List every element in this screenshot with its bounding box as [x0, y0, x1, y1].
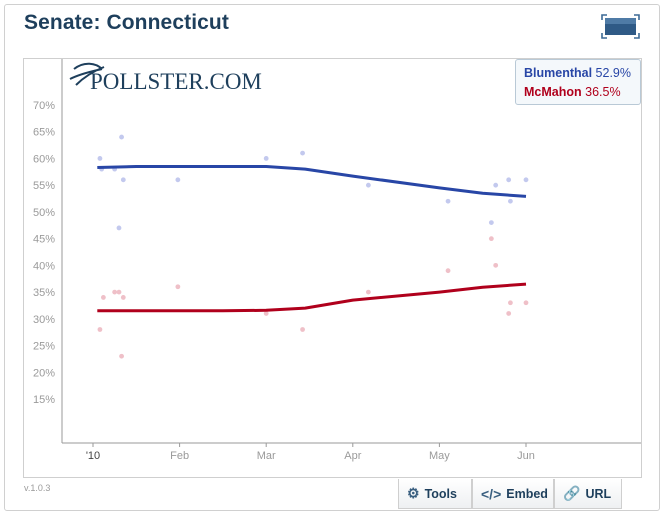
poll-point-blumenthal — [175, 177, 181, 183]
poll-point-blumenthal — [97, 156, 103, 161]
y-tick-label: 55% — [33, 180, 55, 192]
poll-point-mcmahon — [445, 268, 451, 274]
x-tick-label: Feb — [170, 450, 189, 462]
y-tick-label: 60% — [33, 153, 55, 165]
pollster-logo: POLLSTER.COM — [69, 62, 262, 94]
poll-point-mcmahon — [119, 353, 124, 359]
y-tick-label: 35% — [33, 287, 55, 299]
poll-point-mcmahon — [300, 327, 305, 332]
legend-name: Blumenthal — [524, 66, 593, 80]
trend-line-mcmahon — [97, 282, 527, 313]
url-label: URL — [585, 486, 612, 501]
x-tick-label: Apr — [344, 450, 361, 462]
poll-point-blumenthal — [493, 182, 499, 188]
poll-point-mcmahon — [508, 300, 513, 306]
poll-point-mcmahon — [523, 300, 529, 306]
x-tick-label: Jun — [517, 450, 535, 462]
poll-point-blumenthal — [365, 182, 371, 188]
poll-point-mcmahon — [263, 311, 269, 316]
poll-point-mcmahon — [100, 295, 106, 300]
poll-point-blumenthal — [116, 225, 122, 231]
chart-plot: POLLSTER.COM 15% 20% 25% 30% 35% 40% 45% 50% 55%… — [33, 59, 641, 462]
chart-area: POLLSTER.COM 15% 20% 25% 30% 35% 40% 45% 50% 55%… — [23, 58, 642, 478]
poll-point-blumenthal — [300, 150, 305, 156]
legend-value: 52.9% — [595, 66, 631, 80]
link-icon: 🔗 — [563, 485, 581, 501]
poll-point-blumenthal — [263, 156, 269, 161]
poll-point-mcmahon — [116, 289, 122, 295]
embed-button[interactable]: </> Embed — [472, 479, 554, 509]
legend-name: McMahon — [524, 85, 582, 99]
poll-point-mcmahon — [120, 295, 126, 300]
poll-point-mcmahon — [97, 327, 103, 332]
url-button[interactable]: 🔗 URL — [554, 479, 622, 509]
chart-title: Senate: Connecticut — [24, 11, 229, 34]
legend-item-blumenthal: Blumenthal 52.9% — [524, 66, 631, 80]
tools-button[interactable]: ⚙ Tools — [398, 479, 472, 509]
poll-point-blumenthal — [508, 198, 513, 204]
x-tick-label: May — [429, 450, 450, 462]
y-tick-label: 65% — [33, 127, 55, 139]
y-tick-label: 40% — [33, 260, 55, 272]
y-tick-label: 25% — [33, 341, 55, 353]
tools-label: Tools — [424, 486, 457, 501]
x-tick-label: Mar — [257, 450, 276, 462]
embed-label: Embed — [506, 486, 548, 501]
trend-line-blumenthal — [97, 165, 527, 198]
y-tick-label: 50% — [33, 207, 55, 219]
legend-item-mcmahon: McMahon 36.5% — [524, 85, 621, 99]
poll-point-mcmahon — [493, 262, 499, 268]
poll-point-blumenthal — [119, 134, 124, 140]
poll-point-blumenthal — [445, 198, 451, 204]
y-tick-label: 45% — [33, 234, 55, 246]
poll-point-blumenthal — [506, 177, 512, 183]
y-tick-label: 30% — [33, 314, 55, 326]
version-label: v.1.0.3 — [24, 483, 51, 493]
logo-text: POLLSTER.COM — [90, 69, 262, 94]
poll-point-mcmahon — [175, 284, 181, 290]
poll-point-blumenthal — [488, 220, 494, 226]
toolbar: ⚙ Tools </> Embed 🔗 URL — [398, 479, 640, 510]
y-tick-label: 70% — [33, 100, 55, 112]
legend: Blumenthal 52.9% McMahon 36.5% — [515, 59, 641, 105]
x-tick-label: '10 — [86, 450, 100, 462]
poll-point-mcmahon — [488, 236, 494, 242]
legend-value: 36.5% — [585, 85, 621, 99]
expand-icon[interactable] — [601, 14, 640, 39]
poll-point-mcmahon — [506, 311, 512, 316]
gear-icon: ⚙ — [407, 485, 420, 501]
y-tick-label: 15% — [33, 394, 55, 406]
poll-point-mcmahon — [112, 289, 118, 295]
poll-point-mcmahon — [365, 289, 371, 295]
poll-point-blumenthal — [120, 177, 126, 183]
code-icon: </> — [481, 485, 502, 502]
y-tick-label: 20% — [33, 367, 55, 379]
poll-point-blumenthal — [523, 177, 529, 183]
